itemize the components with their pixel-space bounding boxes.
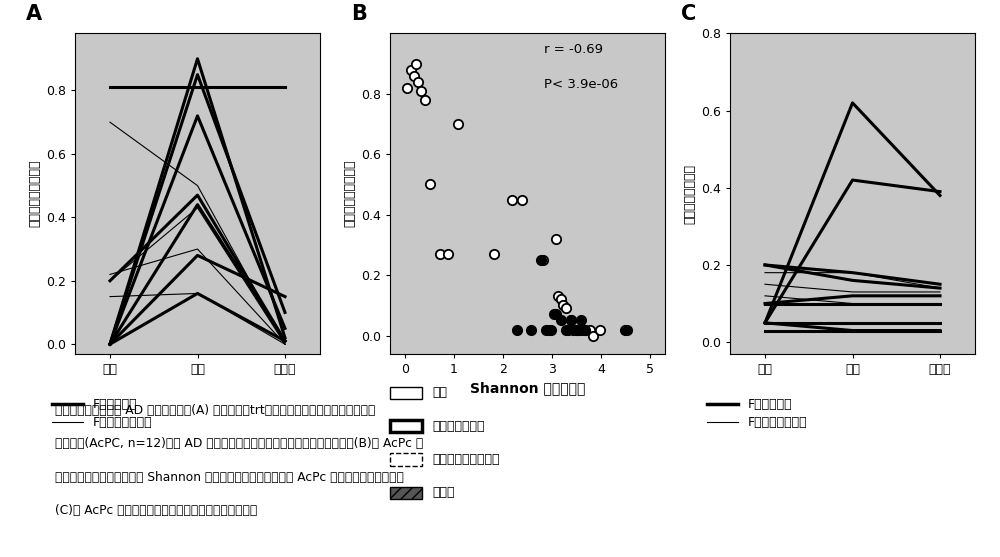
Point [585,331,601,340]
Point [413,86,429,95]
X-axis label: Shannon 多样性指数: Shannon 多样性指数 [470,382,585,395]
Point [619,325,635,334]
Point [565,325,581,334]
Y-axis label: 金黄色葡萄球菌比例: 金黄色葡萄球菌比例 [29,160,42,227]
Point [563,316,579,325]
Point [555,301,571,310]
Point [535,256,551,265]
Text: r = -0.69: r = -0.69 [544,43,603,56]
Text: 图：葡萄球菌种类与 AD 之间的关系。(A) 按无治疗（trt）和间歇性治疗爆发分组的在肘前: 图：葡萄球菌种类与 AD 之间的关系。(A) 按无治疗（trt）和间歇性治疗爆发… [55,404,375,417]
Point [541,325,557,334]
Point [582,325,598,334]
Legend: F（无治疗）, F（间歇性治疗）: F（无治疗）, F（间歇性治疗） [707,398,808,429]
Text: P< 3.9e-06: P< 3.9e-06 [544,79,618,91]
Point [514,195,530,204]
Text: 的金黄色葡萄球菌的比例和 Shannon 多样性指数。偏相关（针对 AcPc 疾病状态进行调整）。: 的金黄色葡萄球菌的比例和 Shannon 多样性指数。偏相关（针对 AcPc 疾… [55,471,404,483]
Point [573,316,589,325]
Text: 爆发后: 爆发后 [432,486,455,500]
Point [573,325,589,334]
Text: (C)在 AcPc 中的表皮葡萄球菌的平均比例的纵向趋势。: (C)在 AcPc 中的表皮葡萄球菌的平均比例的纵向趋势。 [55,504,257,517]
Point [399,84,415,92]
Text: B: B [352,4,367,24]
Point [563,316,579,325]
Point [577,325,593,334]
Legend: F（无治疗）, F（间歇性治疗）: F（无治疗）, F（间歇性治疗） [52,398,153,429]
Text: A: A [26,4,42,24]
Point [548,310,564,319]
Point [504,195,520,204]
Point [570,325,586,334]
Point [568,325,584,334]
Point [417,95,433,104]
Point [406,71,422,80]
Point [546,310,562,319]
Point [432,250,448,258]
Point [486,250,502,258]
Point [548,234,564,243]
Point [509,325,525,334]
Text: 爆发（无治疗）: 爆发（无治疗） [432,419,485,433]
Text: 爆发（间歇性治疗）: 爆发（间歇性治疗） [432,453,500,466]
Point [403,65,419,74]
Point [553,316,569,325]
Point [408,59,424,68]
Point [422,180,438,189]
Text: 基线: 基线 [432,386,447,399]
Point [450,120,466,129]
Point [543,325,559,334]
Point [558,304,574,313]
Point [570,325,586,334]
Point [538,325,554,334]
Point [440,250,456,258]
Point [523,325,539,334]
Point [550,292,566,301]
Point [558,325,574,334]
Text: C: C [681,4,696,24]
Point [533,256,549,265]
Y-axis label: 金黄色葡萄球菌比例: 金黄色葡萄球菌比例 [344,160,357,227]
Point [617,325,633,334]
Point [553,295,569,304]
Text: 和腊皸覐(AcPC, n=12)中的 AD 中的金黄色葡萄球菌的平均比例的纵向趋势。(B)在 AcPc 中: 和腊皸覐(AcPC, n=12)中的 AD 中的金黄色葡萄球菌的平均比例的纵向趋… [55,437,423,450]
Point [560,325,576,334]
Point [577,325,593,334]
Y-axis label: 表皮葡萄球菌比例: 表皮葡萄球菌比例 [684,164,697,223]
Point [592,325,608,334]
Point [410,77,426,86]
